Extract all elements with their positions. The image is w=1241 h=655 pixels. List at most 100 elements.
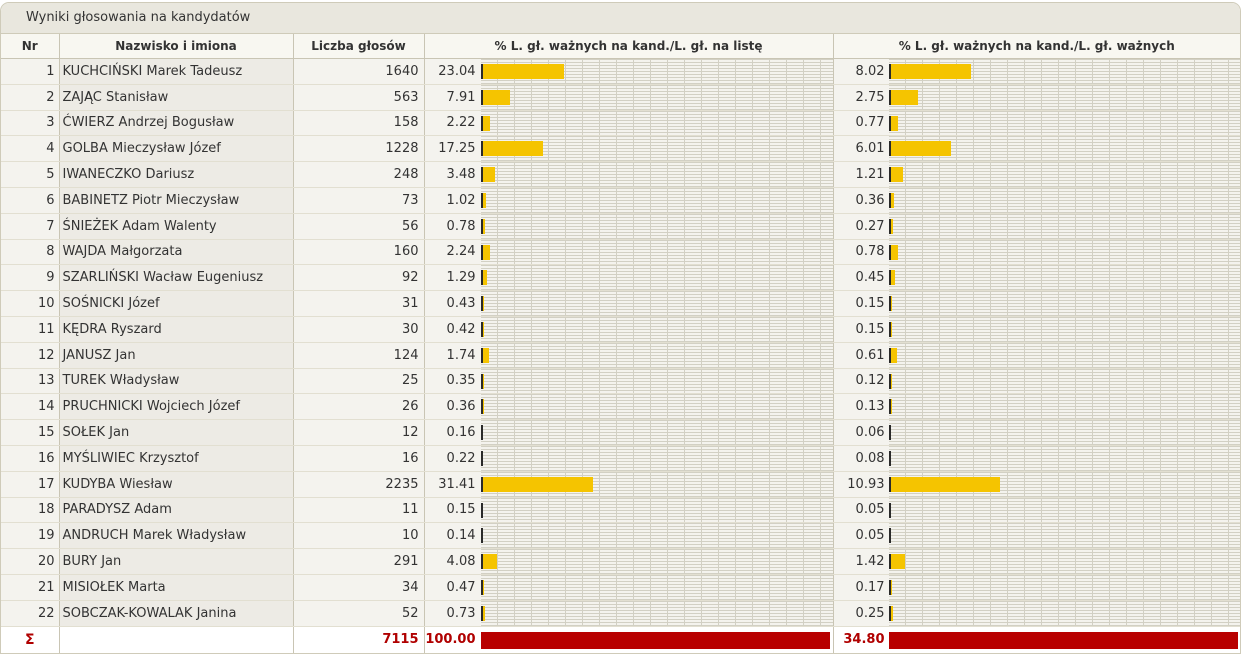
row-votes: 160 [293,239,425,266]
col-header-pct-list[interactable]: % L. gł. ważnych na kand./L. gł. na list… [423,34,834,59]
row-pct-valid-track [888,394,1240,419]
row-pct-valid-track [888,59,1240,84]
bar-baseline-tick [888,605,891,621]
row-pct-list-track [480,59,832,84]
row-pct-list-track [480,136,832,161]
row-votes: 10 [293,522,425,550]
row-pct-list-track [480,265,832,290]
row-pct-list-cell: 0.42 [424,316,834,343]
row-pct-list-track [480,471,832,497]
row-pct-list-bar [482,399,484,415]
row-nr: 2 [1,84,60,111]
totals-sigma: Σ [1,625,60,653]
panel-title: Wyniki głosowania na kandydatów [1,3,1240,34]
row-candidate-name: MISIOŁEK Marta [59,574,294,601]
row-candidate-name: SOBCZAK-KOWALAK Janina [59,600,294,627]
totals-name [59,625,294,653]
table-row: 11 KĘDRA Ryszard 30 0.42 0.15 [1,316,1240,343]
col-header-pct-valid[interactable]: % L. gł. ważnych na kand./L. gł. ważnych [832,34,1240,59]
bar-baseline-tick [480,270,483,286]
row-pct-valid-cell: 0.05 [833,522,1240,550]
row-pct-valid-bar [890,167,903,183]
row-pct-list-bar [482,321,484,337]
row-pct-valid-cell: 0.17 [833,574,1240,601]
row-pct-valid-bar [890,399,892,415]
results-table: Nr Nazwisko i imiona Liczba głosów % L. … [1,34,1240,653]
row-candidate-name: ŚNIEŻEK Adam Walenty [59,213,294,240]
col-header-nr[interactable]: Nr [1,34,60,59]
row-pct-valid-bar [890,554,905,570]
row-pct-valid-bar [890,89,918,105]
table-row: 4 GOLBA Mieczysław Józef 1228 17.25 6.01 [1,135,1240,163]
table-row: 21 MISIOŁEK Marta 34 0.47 0.17 [1,574,1240,601]
row-pct-valid-track [888,523,1240,548]
bar-baseline-tick [888,321,891,337]
row-votes: 92 [293,264,425,292]
row-pct-valid: 1.42 [855,554,885,570]
bar-baseline-tick [888,141,891,157]
row-pct-list-bar [482,192,487,208]
row-pct-valid-cell: 0.13 [833,393,1240,421]
row-votes: 16 [293,445,425,472]
row-pct-valid-bar [890,192,895,208]
row-pct-list-track [480,110,832,135]
row-nr: 4 [1,135,60,163]
row-pct-list-cell: 2.22 [424,110,834,137]
table-row: 5 IWANECZKO Dariusz 248 3.48 1.21 [1,161,1240,188]
row-votes: 34 [293,574,425,601]
row-pct-valid-track [888,291,1240,316]
bar-baseline-tick [480,450,483,466]
bar-baseline-tick [480,89,483,105]
bar-baseline-tick [888,425,891,441]
row-nr: 19 [1,522,60,550]
table-row: 14 PRUCHNICKI Wojciech Józef 26 0.36 0.13 [1,393,1240,421]
row-nr: 7 [1,213,60,240]
row-pct-list-track [480,213,832,239]
bar-baseline-tick [888,554,891,570]
row-pct-valid-cell: 0.15 [833,290,1240,317]
row-pct-list-bar [482,218,486,234]
row-pct-list: 0.73 [446,605,476,621]
row-pct-list: 0.14 [446,528,476,544]
row-pct-valid-track [888,187,1240,213]
row-pct-list-cell: 23.04 [424,58,834,85]
row-pct-valid-track [888,213,1240,239]
row-nr: 14 [1,393,60,421]
row-pct-list: 2.24 [446,244,476,260]
row-pct-list-bar [482,296,485,312]
row-pct-list-cell: 17.25 [424,135,834,163]
bar-baseline-tick [888,64,891,79]
col-header-votes[interactable]: Liczba głosów [292,34,425,59]
row-candidate-name: PARADYSZ Adam [59,497,294,524]
row-candidate-name: SOŚNICKI Józef [59,290,294,317]
row-pct-list-track [480,368,832,393]
row-pct-valid-track [888,600,1240,626]
bar-baseline-tick [888,347,891,363]
bar-baseline-tick [888,502,891,518]
row-candidate-name: KUCHCIŃSKI Marek Tadeusz [59,58,294,85]
row-pct-list-cell: 0.15 [424,497,834,524]
row-nr: 6 [1,187,60,214]
row-pct-list-cell: 1.02 [424,187,834,214]
row-pct-valid: 0.08 [855,450,885,466]
col-header-name[interactable]: Nazwisko i imiona [58,34,294,59]
bar-baseline-tick [480,167,483,183]
bar-baseline-tick [480,399,483,415]
row-pct-list-track [480,523,832,548]
row-pct-list-track [480,549,832,574]
row-pct-list-track [480,445,832,471]
row-pct-valid: 0.15 [855,321,885,337]
table-row: 18 PARADYSZ Adam 11 0.15 0.05 [1,497,1240,524]
row-pct-list-track [480,316,832,342]
row-pct-valid-track [888,136,1240,161]
row-pct-list: 0.36 [446,399,476,415]
row-votes: 12 [293,419,425,446]
row-votes: 26 [293,393,425,421]
table-row: 17 KUDYBA Wiesław 2235 31.41 10.93 [1,471,1240,498]
row-candidate-name: ANDRUCH Marek Władysław [59,522,294,550]
row-pct-list-bar [482,554,497,570]
row-candidate-name: JANUSZ Jan [59,342,294,369]
row-pct-valid-bar [890,141,951,157]
table-row: 7 ŚNIEŻEK Adam Walenty 56 0.78 0.27 [1,213,1240,240]
row-pct-valid-bar [890,296,892,312]
